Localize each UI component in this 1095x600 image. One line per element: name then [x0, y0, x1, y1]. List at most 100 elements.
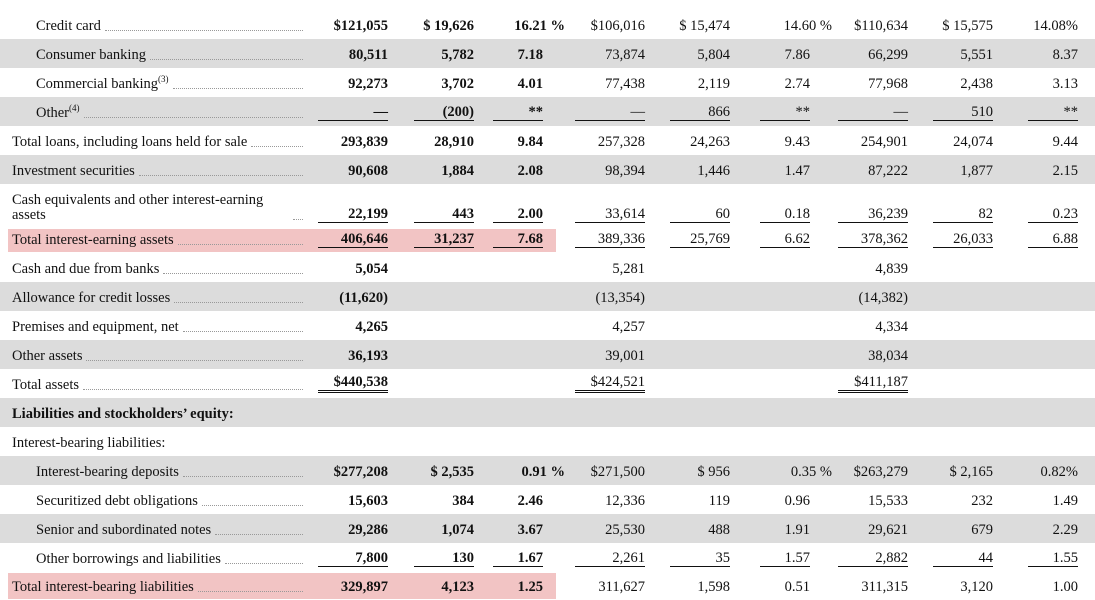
- table-cell: 0.18: [760, 206, 810, 223]
- table-cell: 389,336: [575, 231, 645, 248]
- table-cell: 2.00: [493, 206, 543, 223]
- table-cell: 311,627: [598, 579, 645, 595]
- table-cell: 24,074: [953, 134, 993, 150]
- table-cell: 2.74: [784, 76, 810, 92]
- table-row: Total loans, including loans held for sa…: [0, 126, 1095, 155]
- table-cell: 7,800: [318, 550, 388, 567]
- dot-leader: [138, 175, 303, 176]
- table-row: Securitized debt obligations 15,603 384 2.4…: [0, 485, 1095, 514]
- row-label: Cash and due from banks: [12, 262, 305, 277]
- table-cell: 1.47: [784, 163, 810, 179]
- dot-leader: [172, 88, 303, 89]
- table-row: Interest-bearing deposits $277,208 $ 2,535…: [0, 456, 1095, 485]
- table-cell: (13,354): [595, 290, 645, 306]
- table-cell: $106,016: [590, 18, 645, 34]
- table-cell: 257,328: [597, 134, 645, 150]
- table-cell: 254,901: [860, 134, 908, 150]
- table-cell: 80,511: [348, 47, 388, 63]
- row-label: Other(4): [36, 101, 305, 121]
- table-cell: 12,336: [605, 493, 645, 509]
- table-cell: 2,882: [838, 550, 908, 567]
- table-cell: 232: [971, 493, 993, 509]
- table-cell: 443: [414, 206, 474, 223]
- table-cell: 130: [414, 550, 474, 567]
- table-cell: 14.60 %: [783, 18, 832, 34]
- row-label: Other borrowings and liabilities: [36, 552, 305, 567]
- table-cell: 4,334: [875, 319, 908, 335]
- row-label: Consumer banking: [36, 48, 305, 63]
- table-cell: 2.08: [517, 163, 543, 179]
- table-cell: 3.67: [517, 522, 543, 538]
- label-text: Interest-bearing deposits: [36, 464, 179, 480]
- table-cell: 24,263: [690, 134, 730, 150]
- table-cell: 1,884: [441, 163, 474, 179]
- footnote-ref: (3): [158, 74, 169, 85]
- row-label: Securitized debt obligations: [36, 494, 305, 509]
- table-cell: 36,239: [838, 206, 908, 223]
- table-row: Other borrowings and liabilities 7,800 130…: [0, 543, 1095, 572]
- table-cell: $ 2,165: [949, 464, 994, 480]
- table-cell: $ 15,575: [942, 18, 993, 34]
- dot-leader: [224, 563, 303, 564]
- table-cell: 29,286: [348, 522, 388, 538]
- label-text: Cash equivalents and other interest-earn…: [12, 192, 264, 223]
- label-text: Cash and due from banks: [12, 261, 160, 277]
- table-cell: —: [838, 104, 908, 121]
- table-cell: 25,530: [605, 522, 645, 538]
- table-cell: 5,804: [697, 47, 730, 63]
- row-label: Total interest-earning assets: [12, 233, 305, 248]
- table-cell: 2.46: [517, 493, 543, 509]
- row-label: Commercial banking(3): [36, 72, 305, 92]
- table-cell: 6.62: [760, 231, 810, 248]
- table-cell: $ 15,474: [679, 18, 730, 34]
- highlight: [8, 573, 556, 599]
- table-row: Credit card $121,055 $ 19,626 16.21 % $106,0…: [0, 10, 1095, 39]
- table-cell: 66,299: [868, 47, 908, 63]
- table-cell: 87,222: [868, 163, 908, 179]
- table-cell: 77,438: [605, 76, 645, 92]
- label-text: Total interest-earning assets: [12, 232, 174, 248]
- table-cell: 7.68: [493, 231, 543, 248]
- table-row: Interest-bearing liabilities:: [0, 427, 1095, 456]
- table-cell: $424,521: [575, 374, 645, 393]
- row-label: Premises and equipment, net: [12, 320, 305, 335]
- table-cell: 25,769: [670, 231, 730, 248]
- label-text: Commercial banking(3): [36, 74, 169, 92]
- dot-leader: [182, 476, 303, 477]
- table-row: Cash equivalents and other interest-earn…: [0, 184, 1095, 228]
- label-text: Premises and equipment, net: [12, 319, 179, 335]
- table-cell: 0.91 %: [521, 464, 566, 480]
- dot-leader: [86, 360, 303, 361]
- table-cell: 0.35 %: [790, 464, 832, 480]
- row-label: Allowance for credit losses: [12, 291, 305, 306]
- table-cell: 92,273: [348, 76, 388, 92]
- table-cell: 0.96: [784, 493, 810, 509]
- table-row: Cash and due from banks 5,054 5,281 4,839: [0, 253, 1095, 282]
- table-cell: 98,394: [605, 163, 645, 179]
- label-text: Investment securities: [12, 163, 135, 179]
- table-cell: 7.86: [784, 47, 810, 63]
- table-cell: 90,608: [348, 163, 388, 179]
- label-text: Other assets: [12, 348, 83, 364]
- table-row: Liabilities and stockholders’ equity:: [0, 398, 1095, 427]
- table-row: Investment securities 90,608 1,884 2.08 98,3…: [0, 155, 1095, 184]
- table-cell: (14,382): [858, 290, 908, 306]
- table-cell: 406,646: [318, 231, 388, 248]
- table-cell: $ 19,626: [423, 18, 474, 34]
- table-row: Allowance for credit losses (11,620) (13,3…: [0, 282, 1095, 311]
- table-cell: 9.43: [784, 134, 810, 150]
- label-text: Total assets: [12, 377, 80, 393]
- table-cell: 1,446: [697, 163, 730, 179]
- dot-leader: [201, 505, 303, 506]
- label-text: Credit card: [36, 18, 101, 34]
- label-text: Liabilities and stockholders’ equity:: [12, 406, 234, 422]
- table-cell: 22,199: [318, 206, 388, 223]
- row-label: Total loans, including loans held for sa…: [12, 135, 305, 150]
- label-text: Total loans, including loans held for sa…: [12, 134, 248, 150]
- label-text: Senior and subordinated notes: [36, 522, 212, 538]
- table-cell: 0.51: [784, 579, 810, 595]
- label-text: Consumer banking: [36, 47, 146, 63]
- table-cell: 15,603: [348, 493, 388, 509]
- table-cell: 1.91: [784, 522, 810, 538]
